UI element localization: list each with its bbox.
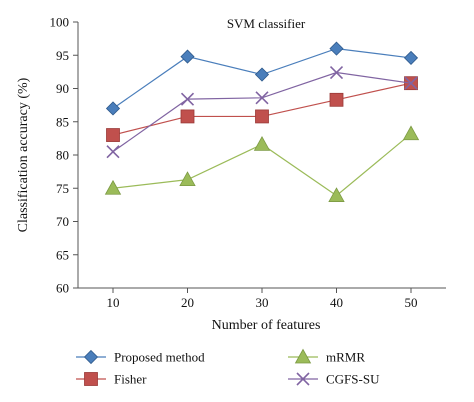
data-point-mrmr bbox=[179, 171, 196, 187]
chart-title: SVM classifier bbox=[227, 16, 306, 31]
data-point-fisher bbox=[106, 128, 120, 142]
y-ticks: 60 65 70 75 80 85 90 95 100 bbox=[50, 15, 78, 296]
legend-item-fisher: Fisher bbox=[76, 372, 147, 387]
data-point-proposed-method bbox=[105, 101, 121, 116]
y-tick-label: 80 bbox=[56, 148, 69, 163]
data-point-mrmr bbox=[328, 187, 345, 202]
data-point-proposed-method bbox=[254, 67, 270, 82]
data-point-cgfs-su bbox=[106, 145, 120, 159]
data-point-proposed-method bbox=[180, 49, 195, 64]
data-point-fisher bbox=[255, 109, 269, 124]
x-tick-label: 10 bbox=[107, 295, 120, 310]
data-point-mrmr bbox=[253, 136, 271, 151]
series-fisher bbox=[106, 76, 418, 142]
data-point-cgfs-su bbox=[180, 92, 195, 106]
legend-label: mRMR bbox=[326, 350, 365, 365]
series-proposed-method bbox=[105, 41, 419, 116]
x-ticks: 10 20 30 40 50 bbox=[107, 288, 418, 310]
legend-label: Fisher bbox=[114, 372, 147, 387]
data-point-fisher bbox=[180, 109, 195, 124]
legend-item-mrmr: mRMR bbox=[288, 348, 365, 365]
legend: Proposed method Fisher mRMR CGFS-SU bbox=[76, 348, 380, 387]
series-layer bbox=[104, 41, 420, 202]
x-tick-label: 20 bbox=[181, 295, 194, 310]
data-point-proposed-method bbox=[329, 41, 344, 56]
legend-marker-mrmr bbox=[294, 348, 312, 364]
legend-label: CGFS-SU bbox=[326, 372, 380, 387]
data-point-cgfs-su bbox=[255, 91, 269, 105]
y-axis-title: Classification accuracy (%) bbox=[16, 77, 31, 232]
x-tick-label: 40 bbox=[330, 295, 343, 310]
legend-marker-fisher bbox=[84, 372, 98, 386]
x-axis-title: Number of features bbox=[212, 318, 321, 333]
y-tick-label: 85 bbox=[56, 114, 69, 129]
data-point-fisher bbox=[329, 92, 344, 107]
x-tick-label: 50 bbox=[405, 295, 418, 310]
axes bbox=[77, 22, 446, 289]
y-tick-label: 95 bbox=[56, 48, 69, 63]
y-tick-label: 100 bbox=[50, 15, 70, 30]
series-line-fisher bbox=[112, 82, 412, 136]
legend-marker-proposed-method bbox=[83, 349, 99, 365]
series-cgfs-su bbox=[106, 65, 418, 159]
y-tick-label: 60 bbox=[56, 281, 69, 296]
data-point-cgfs-su bbox=[404, 76, 418, 90]
y-tick-label: 65 bbox=[56, 247, 69, 262]
legend-item-proposed-method: Proposed method bbox=[76, 350, 205, 365]
legend-label: Proposed method bbox=[114, 350, 205, 365]
data-point-proposed-method bbox=[403, 50, 419, 65]
legend-item-cgfs-su: CGFS-SU bbox=[288, 372, 380, 387]
data-point-cgfs-su bbox=[329, 65, 344, 80]
data-point-mrmr bbox=[104, 179, 122, 195]
y-tick-label: 90 bbox=[56, 81, 69, 96]
series-mrmr bbox=[104, 125, 420, 202]
x-tick-label: 30 bbox=[256, 295, 269, 310]
data-point-mrmr bbox=[402, 125, 420, 141]
y-tick-label: 75 bbox=[56, 181, 69, 196]
legend-marker-cgfs-su bbox=[296, 372, 310, 386]
y-tick-label: 70 bbox=[56, 214, 69, 229]
